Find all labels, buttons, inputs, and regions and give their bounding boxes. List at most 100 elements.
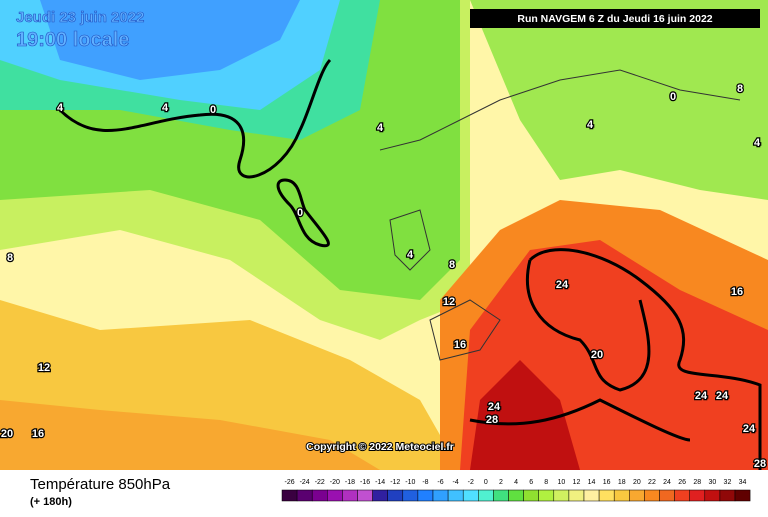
scale-label: -24 [300, 479, 310, 486]
isotherm-20 [469, 248, 762, 470]
scale-swatch [598, 489, 615, 502]
contour-label: 24 [743, 423, 756, 435]
scale-label: -2 [468, 479, 474, 486]
scale-label: -18 [345, 479, 355, 486]
scale-label: 32 [724, 479, 732, 486]
contour-label: 0 [210, 104, 216, 116]
scale-swatch [523, 489, 539, 502]
scale-swatch [613, 489, 630, 502]
contour-label: 12 [38, 362, 50, 374]
scale-swatch [387, 489, 404, 502]
contour-label: 24 [695, 390, 708, 402]
contour-label: 16 [32, 428, 44, 440]
scale-label: 30 [708, 479, 716, 486]
zone-green-east [0, 0, 768, 200]
date: Jeudi 23 juin 2022 [16, 9, 144, 26]
scale-label: 4 [514, 479, 518, 486]
scale-swatch [629, 489, 645, 502]
legend-subtitle: (+ 180h) [30, 496, 72, 508]
contour-label: 8 [737, 83, 743, 95]
run-box [470, 9, 760, 28]
scale-swatch [704, 489, 721, 502]
scale-label: 18 [618, 479, 626, 486]
contour-label: 24 [556, 279, 569, 291]
scale-swatch [553, 489, 570, 502]
scale-swatch [311, 489, 328, 502]
scale-label: 10 [557, 479, 565, 486]
contour-label: 12 [443, 296, 455, 308]
scale-swatch [689, 489, 706, 502]
scale-swatch [493, 489, 509, 502]
scale-label: -8 [422, 479, 428, 486]
legend-title: Température 850hPa [30, 476, 171, 493]
scale-swatch [568, 489, 585, 502]
scale-label: 34 [739, 479, 747, 486]
scale-label: -20 [330, 479, 340, 486]
scale-label: -10 [405, 479, 415, 486]
scale-swatch [296, 489, 313, 502]
scale-label: -4 [453, 479, 459, 486]
scale-label: -16 [360, 479, 370, 486]
contour-label: 20 [591, 349, 603, 361]
scale-swatch [447, 489, 464, 502]
scale-label: -6 [437, 479, 443, 486]
zone-orange-deep [0, 400, 380, 470]
scale-label: 6 [529, 479, 533, 486]
contour-label: 4 [162, 102, 169, 114]
scale-label: 0 [484, 479, 488, 486]
scale-label: 12 [573, 479, 581, 486]
scale-label: -12 [390, 479, 400, 486]
scale-swatch [417, 489, 434, 502]
coastline [379, 69, 741, 151]
isotherm-0-loop [276, 178, 330, 248]
scale-swatch [674, 489, 690, 502]
scale-swatch [357, 489, 373, 502]
scale-swatch [281, 489, 298, 502]
zone-dark-red [470, 360, 580, 470]
scale-label: 22 [648, 479, 656, 486]
zone-blue [40, 0, 300, 80]
scale-swatch [342, 489, 358, 502]
scale-swatch [372, 489, 388, 502]
scale-label: 2 [499, 479, 503, 486]
scale-swatch [508, 489, 524, 502]
scale-label: 14 [588, 479, 596, 486]
scale-swatch [659, 489, 675, 502]
contour-label: 28 [486, 414, 498, 426]
scale-label: -22 [315, 479, 325, 486]
scale-label: -14 [375, 479, 385, 486]
scale-label: -26 [284, 479, 294, 486]
scale-swatch [719, 489, 736, 502]
scale-swatch [538, 489, 555, 502]
contour-label: 4 [587, 119, 594, 131]
contour-label: 0 [670, 91, 676, 103]
contour-label: 28 [754, 458, 766, 470]
scale-label: 8 [544, 479, 548, 486]
scale-swatch [644, 489, 660, 502]
map [0, 0, 768, 470]
scale-swatch [402, 489, 419, 502]
scale-swatch [478, 489, 494, 502]
contour-label: 16 [454, 339, 466, 351]
contour-label: 24 [716, 390, 729, 402]
isotherm-24 [525, 259, 651, 392]
time: 19:00 locale [16, 29, 129, 51]
contour-label: 20 [1, 428, 13, 440]
scale-label: 28 [693, 479, 701, 486]
contour-label: 16 [731, 286, 743, 298]
scale-swatch [583, 489, 600, 502]
contour-label: 4 [377, 122, 384, 134]
scale-swatch [462, 489, 479, 502]
contour-label: 4 [57, 102, 64, 114]
scale-label: 26 [678, 479, 686, 486]
contour-label: 8 [449, 259, 455, 271]
contour-label: 24 [488, 401, 501, 413]
contour-label: 4 [754, 137, 761, 149]
scale-label: 24 [663, 479, 671, 486]
copyright: Copyright © 2022 Meteociel.fr [306, 441, 454, 453]
scale-label: 16 [603, 479, 611, 486]
scale-swatch [734, 489, 751, 502]
contour-label: 8 [7, 252, 13, 264]
coastline-europe [389, 209, 501, 361]
